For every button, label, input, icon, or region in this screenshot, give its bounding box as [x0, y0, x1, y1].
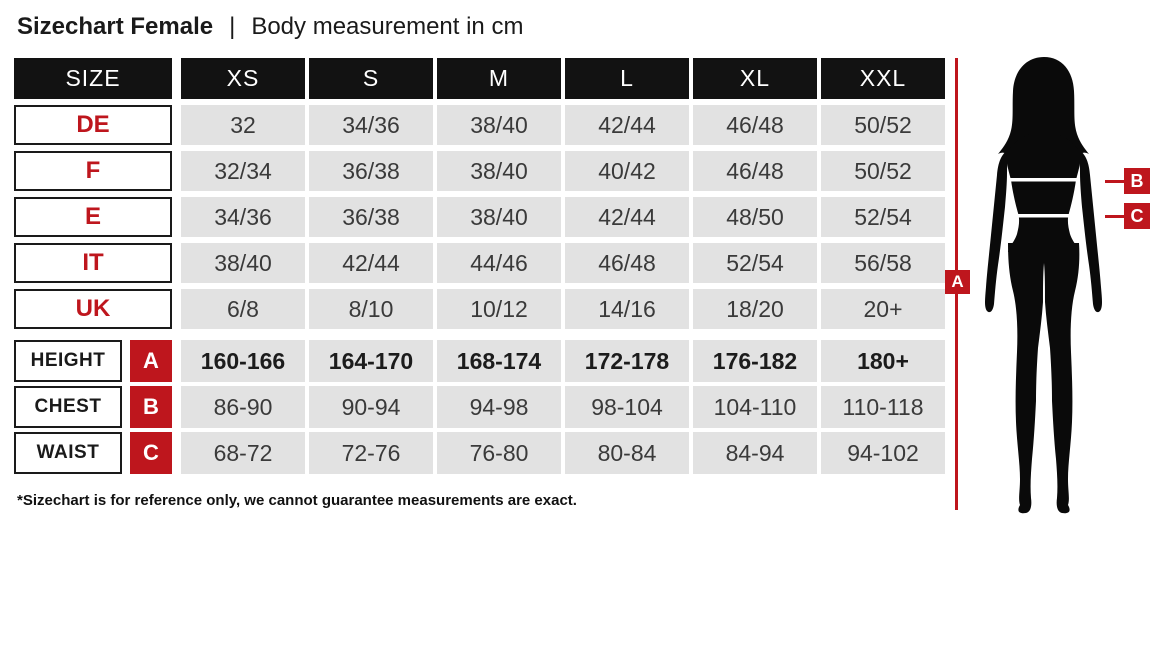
table-cell: 42/44	[309, 243, 433, 283]
table-row-uk: UK 6/8 8/10 10/12 14/16 18/20 20+	[14, 289, 949, 329]
table-cell: 32/34	[181, 151, 305, 191]
table-cell: 176-182	[693, 340, 817, 382]
table-cell: 104-110	[693, 386, 817, 428]
table-cell: 6/8	[181, 289, 305, 329]
row-label-e: E	[14, 197, 172, 237]
disclaimer-text: *Sizechart is for reference only, we can…	[17, 492, 577, 509]
waist-line	[1015, 214, 1072, 218]
table-cell: 42/44	[565, 105, 689, 145]
table-cell: 40/42	[565, 151, 689, 191]
table-cell: 98-104	[565, 386, 689, 428]
table-cell: 94-102	[821, 432, 945, 474]
table-cell: 44/46	[437, 243, 561, 283]
header-col-xxl: XXL	[821, 58, 945, 99]
table-row-waist: WAIST C 68-72 72-76 76-80 80-84 84-94 94…	[14, 432, 949, 474]
figure-marker-b: B	[1124, 168, 1150, 194]
measure-label-waist: WAIST C	[14, 432, 172, 474]
table-cell: 38/40	[437, 151, 561, 191]
table-cell: 84-94	[693, 432, 817, 474]
table-cell: 36/38	[309, 151, 433, 191]
table-cell: 50/52	[821, 151, 945, 191]
table-header-row: SIZE XS S M L XL XXL	[14, 58, 949, 99]
table-cell: 42/44	[565, 197, 689, 237]
table-cell: 38/40	[437, 197, 561, 237]
row-label-f: F	[14, 151, 172, 191]
title-main: Sizechart Female	[17, 13, 214, 40]
header-col-m: M	[437, 58, 561, 99]
table-cell: 164-170	[309, 340, 433, 382]
table-row-it: IT 38/40 42/44 44/46 46/48 52/54 56/58	[14, 243, 949, 283]
table-row-chest: CHEST B 86-90 90-94 94-98 98-104 104-110…	[14, 386, 949, 428]
figure-marker-a: A	[945, 270, 970, 294]
table-cell: 14/16	[565, 289, 689, 329]
marker-b-badge: B	[130, 386, 172, 428]
row-label-uk: UK	[14, 289, 172, 329]
table-cell: 172-178	[565, 340, 689, 382]
table-row-f: F 32/34 36/38 38/40 40/42 46/48 50/52	[14, 151, 949, 191]
title-separator: |	[229, 13, 236, 40]
page-title: Sizechart Female | Body measurement in c…	[17, 13, 523, 41]
figure-marker-c: C	[1124, 203, 1150, 229]
chest-line	[1008, 178, 1079, 182]
table-cell: 46/48	[565, 243, 689, 283]
female-silhouette-image	[985, 57, 1102, 514]
row-label-it: IT	[14, 243, 172, 283]
chest-label: CHEST	[14, 386, 122, 428]
measure-label-chest: CHEST B	[14, 386, 172, 428]
table-cell: 86-90	[181, 386, 305, 428]
table-cell: 90-94	[309, 386, 433, 428]
table-cell: 56/58	[821, 243, 945, 283]
table-cell: 46/48	[693, 151, 817, 191]
table-cell: 80-84	[565, 432, 689, 474]
table-cell: 46/48	[693, 105, 817, 145]
table-cell: 52/54	[693, 243, 817, 283]
measure-label-height: HEIGHT A	[14, 340, 172, 382]
header-col-xs: XS	[181, 58, 305, 99]
table-cell: 38/40	[181, 243, 305, 283]
row-label-de: DE	[14, 105, 172, 145]
title-subtitle: Body measurement in cm	[251, 13, 524, 40]
table-row-height: HEIGHT A 160-166 164-170 168-174 172-178…	[14, 340, 949, 382]
header-col-s: S	[309, 58, 433, 99]
table-cell: 110-118	[821, 386, 945, 428]
header-size-cell: SIZE	[14, 58, 172, 99]
table-cell: 10/12	[437, 289, 561, 329]
table-cell: 48/50	[693, 197, 817, 237]
table-row-de: DE 32 34/36 38/40 42/44 46/48 50/52	[14, 105, 949, 145]
table-cell: 52/54	[821, 197, 945, 237]
table-row-e: E 34/36 36/38 38/40 42/44 48/50 52/54	[14, 197, 949, 237]
header-col-xl: XL	[693, 58, 817, 99]
table-cell: 94-98	[437, 386, 561, 428]
table-cell: 68-72	[181, 432, 305, 474]
table-cell: 36/38	[309, 197, 433, 237]
table-cell: 34/36	[309, 105, 433, 145]
table-cell: 72-76	[309, 432, 433, 474]
table-cell: 180+	[821, 340, 945, 382]
header-col-l: L	[565, 58, 689, 99]
table-cell: 32	[181, 105, 305, 145]
size-table: SIZE XS S M L XL XXL DE 32 34/36 38/40 4…	[14, 58, 949, 478]
table-cell: 168-174	[437, 340, 561, 382]
table-cell: 8/10	[309, 289, 433, 329]
table-cell: 38/40	[437, 105, 561, 145]
height-label: HEIGHT	[14, 340, 122, 382]
table-cell: 76-80	[437, 432, 561, 474]
table-cell: 50/52	[821, 105, 945, 145]
table-cell: 20+	[821, 289, 945, 329]
table-cell: 34/36	[181, 197, 305, 237]
chest-tick-line	[1105, 180, 1124, 183]
waist-tick-line	[1105, 215, 1124, 218]
marker-a-badge: A	[130, 340, 172, 382]
marker-c-badge: C	[130, 432, 172, 474]
table-cell: 18/20	[693, 289, 817, 329]
table-cell: 160-166	[181, 340, 305, 382]
waist-label: WAIST	[14, 432, 122, 474]
